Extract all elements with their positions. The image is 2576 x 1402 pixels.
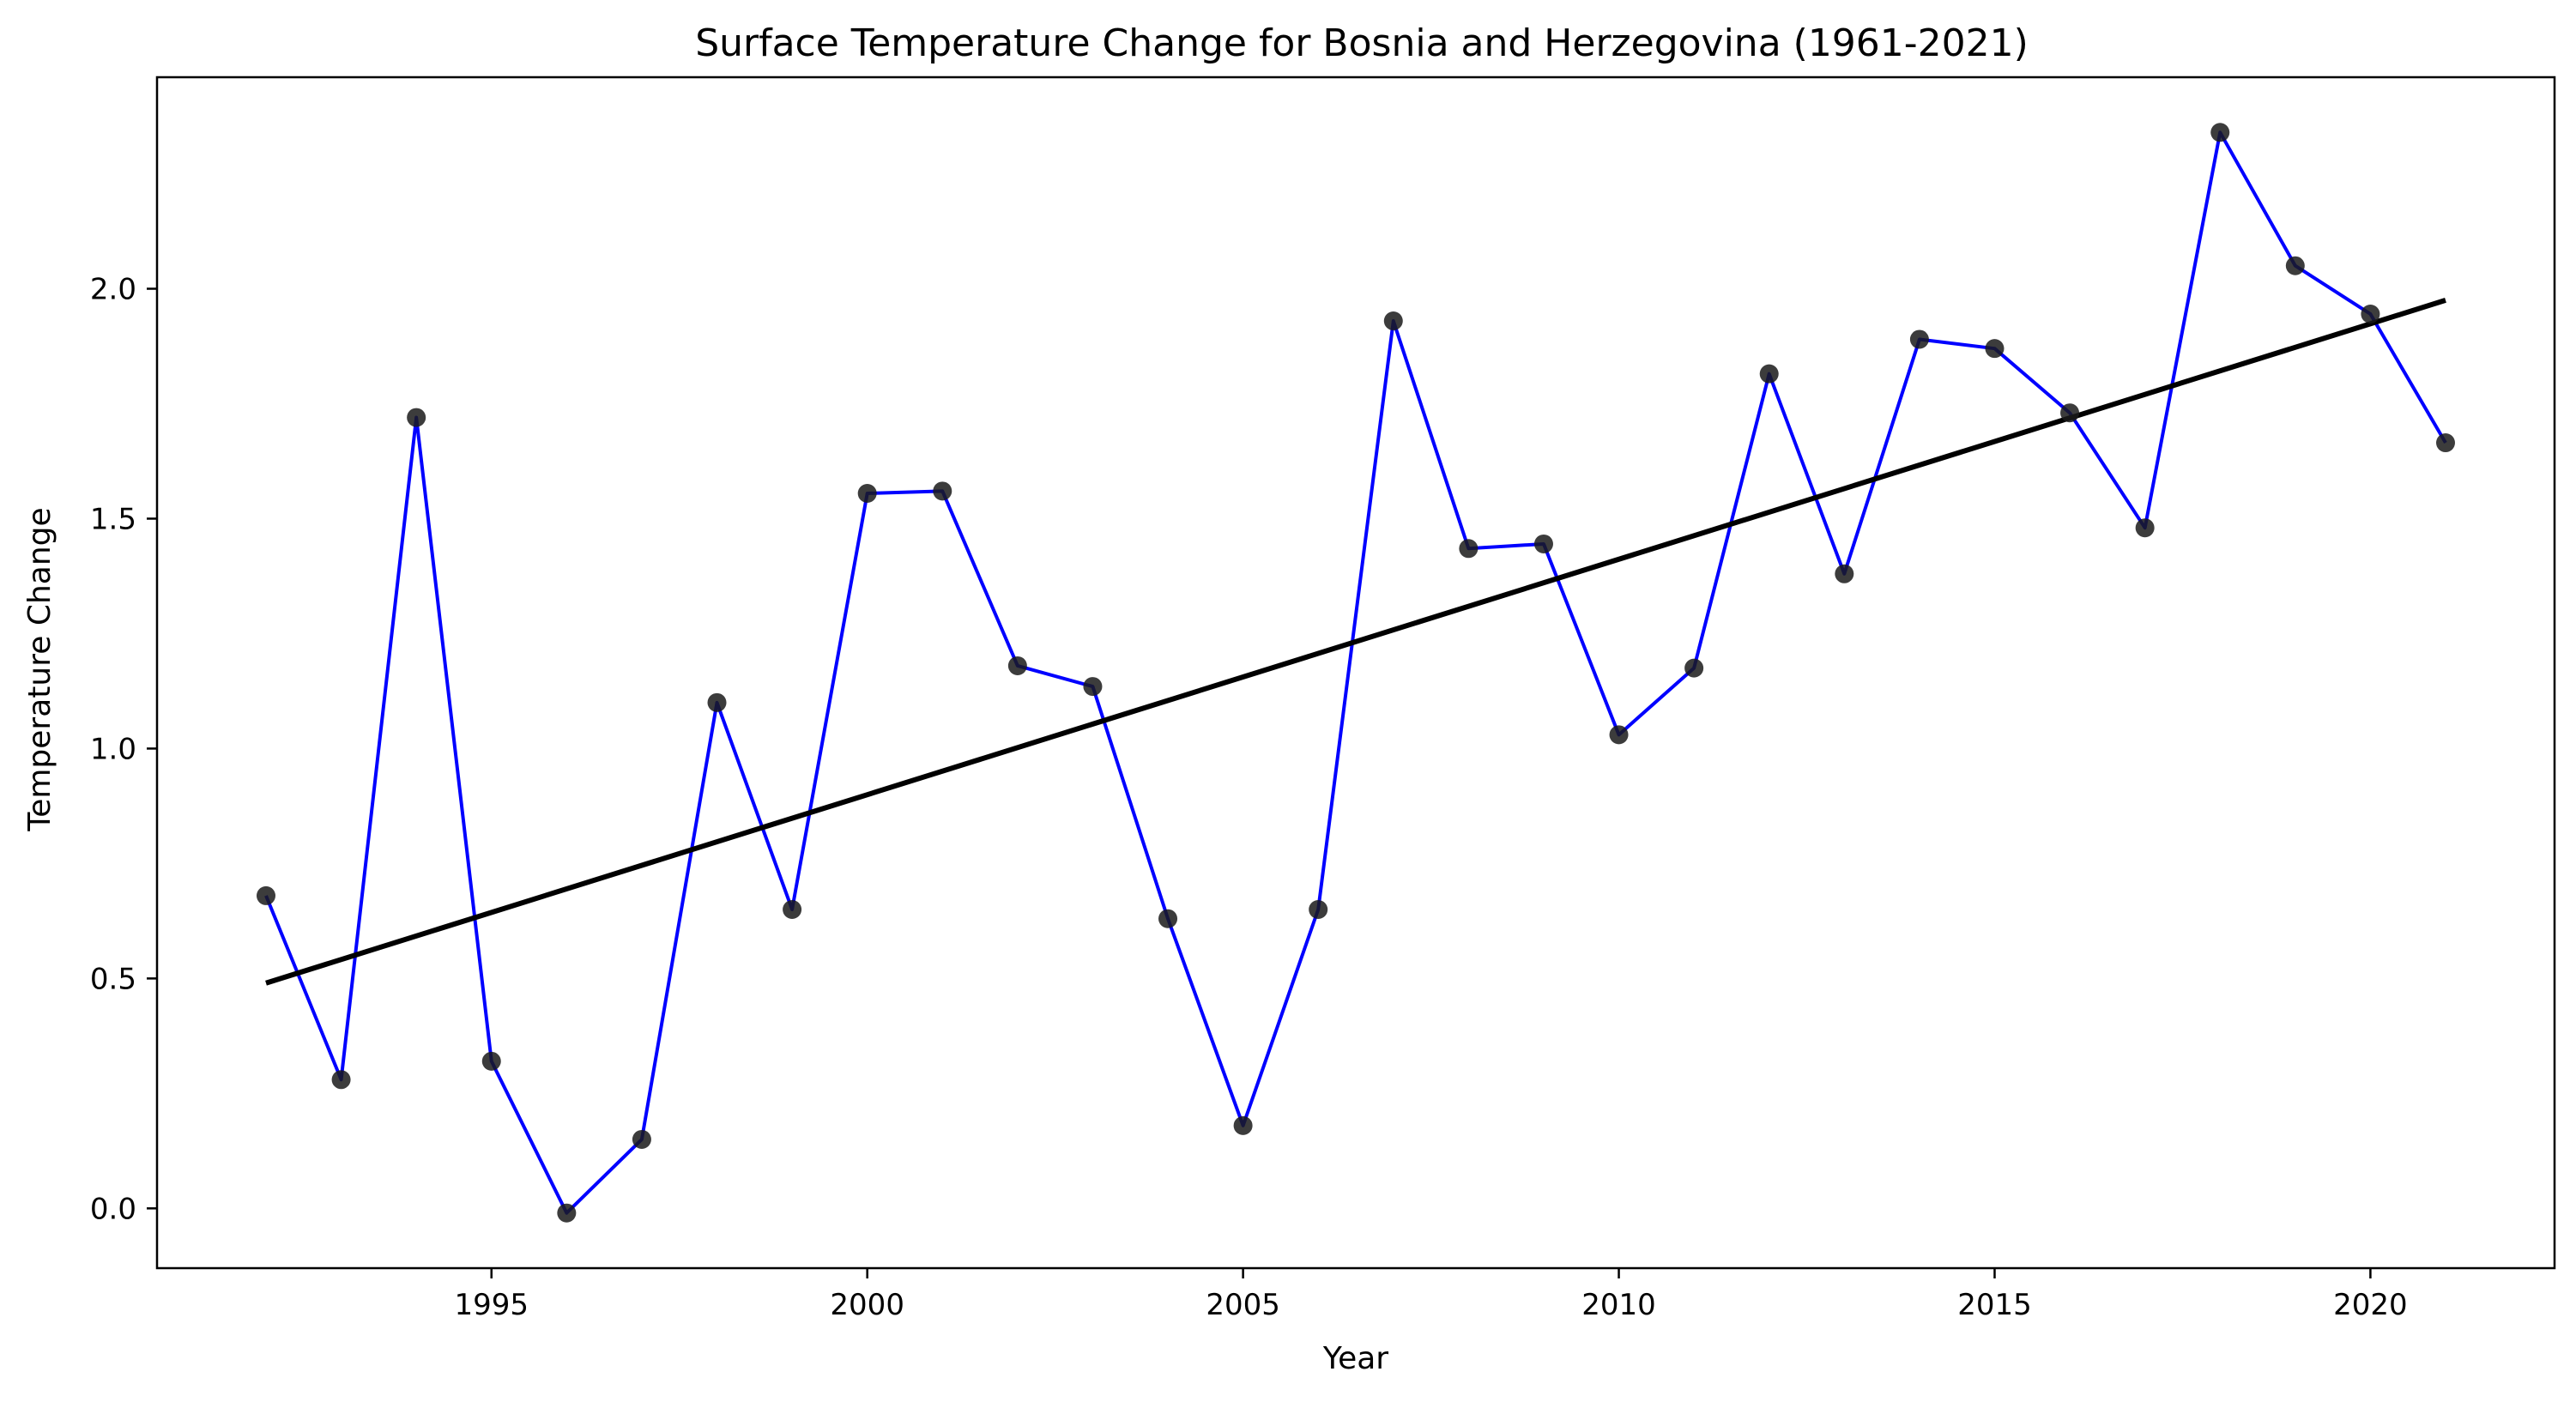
data-point xyxy=(2361,304,2380,323)
x-tick-label: 1995 xyxy=(454,1288,529,1322)
series-line xyxy=(264,130,2447,1215)
data-point xyxy=(1533,534,1553,553)
data-point xyxy=(331,1070,351,1090)
x-axis-label: Year xyxy=(1322,1341,1388,1376)
y-tick-label: 1.0 xyxy=(90,732,136,766)
chart-title: Surface Temperature Change for Bosnia an… xyxy=(695,21,2029,65)
data-point xyxy=(1459,539,1478,559)
axes-frame xyxy=(155,76,2556,1270)
x-tick-label: 2020 xyxy=(2333,1288,2408,1322)
data-point xyxy=(2436,433,2455,453)
x-tick-label: 2005 xyxy=(1206,1288,1280,1322)
data-point xyxy=(481,1051,501,1071)
y-tick-label: 0.5 xyxy=(90,962,136,996)
data-point xyxy=(783,899,802,919)
data-point xyxy=(1759,364,1779,384)
x-tick-label: 2000 xyxy=(830,1288,904,1322)
data-point xyxy=(632,1129,651,1149)
data-point xyxy=(1985,339,2005,359)
data-point xyxy=(1835,564,1854,583)
data-point xyxy=(1309,899,1328,919)
trend-line xyxy=(265,298,2446,986)
data-point xyxy=(1233,1115,1253,1135)
y-tick-label: 2.0 xyxy=(90,273,136,307)
data-point xyxy=(933,481,952,501)
y-tick-label: 1.5 xyxy=(90,502,136,536)
data-point xyxy=(407,408,426,427)
data-point xyxy=(2135,518,2155,538)
data-point xyxy=(2060,403,2080,423)
x-tick-label: 2015 xyxy=(1957,1288,2032,1322)
data-point xyxy=(557,1203,577,1223)
data-point xyxy=(1083,677,1103,697)
data-point xyxy=(257,885,275,905)
data-point xyxy=(1909,329,1929,349)
data-point xyxy=(1684,658,1704,678)
data-point xyxy=(857,483,877,503)
data-point xyxy=(2210,123,2230,142)
plot-area: 1995 2000 2005 2010 2015 2020 0.0 0.5 1.0 1.5 2.0 xyxy=(90,76,2556,1322)
x-tick-label: 2010 xyxy=(1581,1288,1656,1322)
data-point xyxy=(1383,311,1403,331)
y-axis-label: Temperature Change xyxy=(22,507,57,831)
data-point xyxy=(707,692,727,712)
data-point xyxy=(2285,256,2305,275)
data-point xyxy=(1609,725,1629,745)
y-tick-label: 0.0 xyxy=(90,1192,136,1226)
data-point xyxy=(1158,909,1178,928)
data-point xyxy=(1007,656,1027,675)
